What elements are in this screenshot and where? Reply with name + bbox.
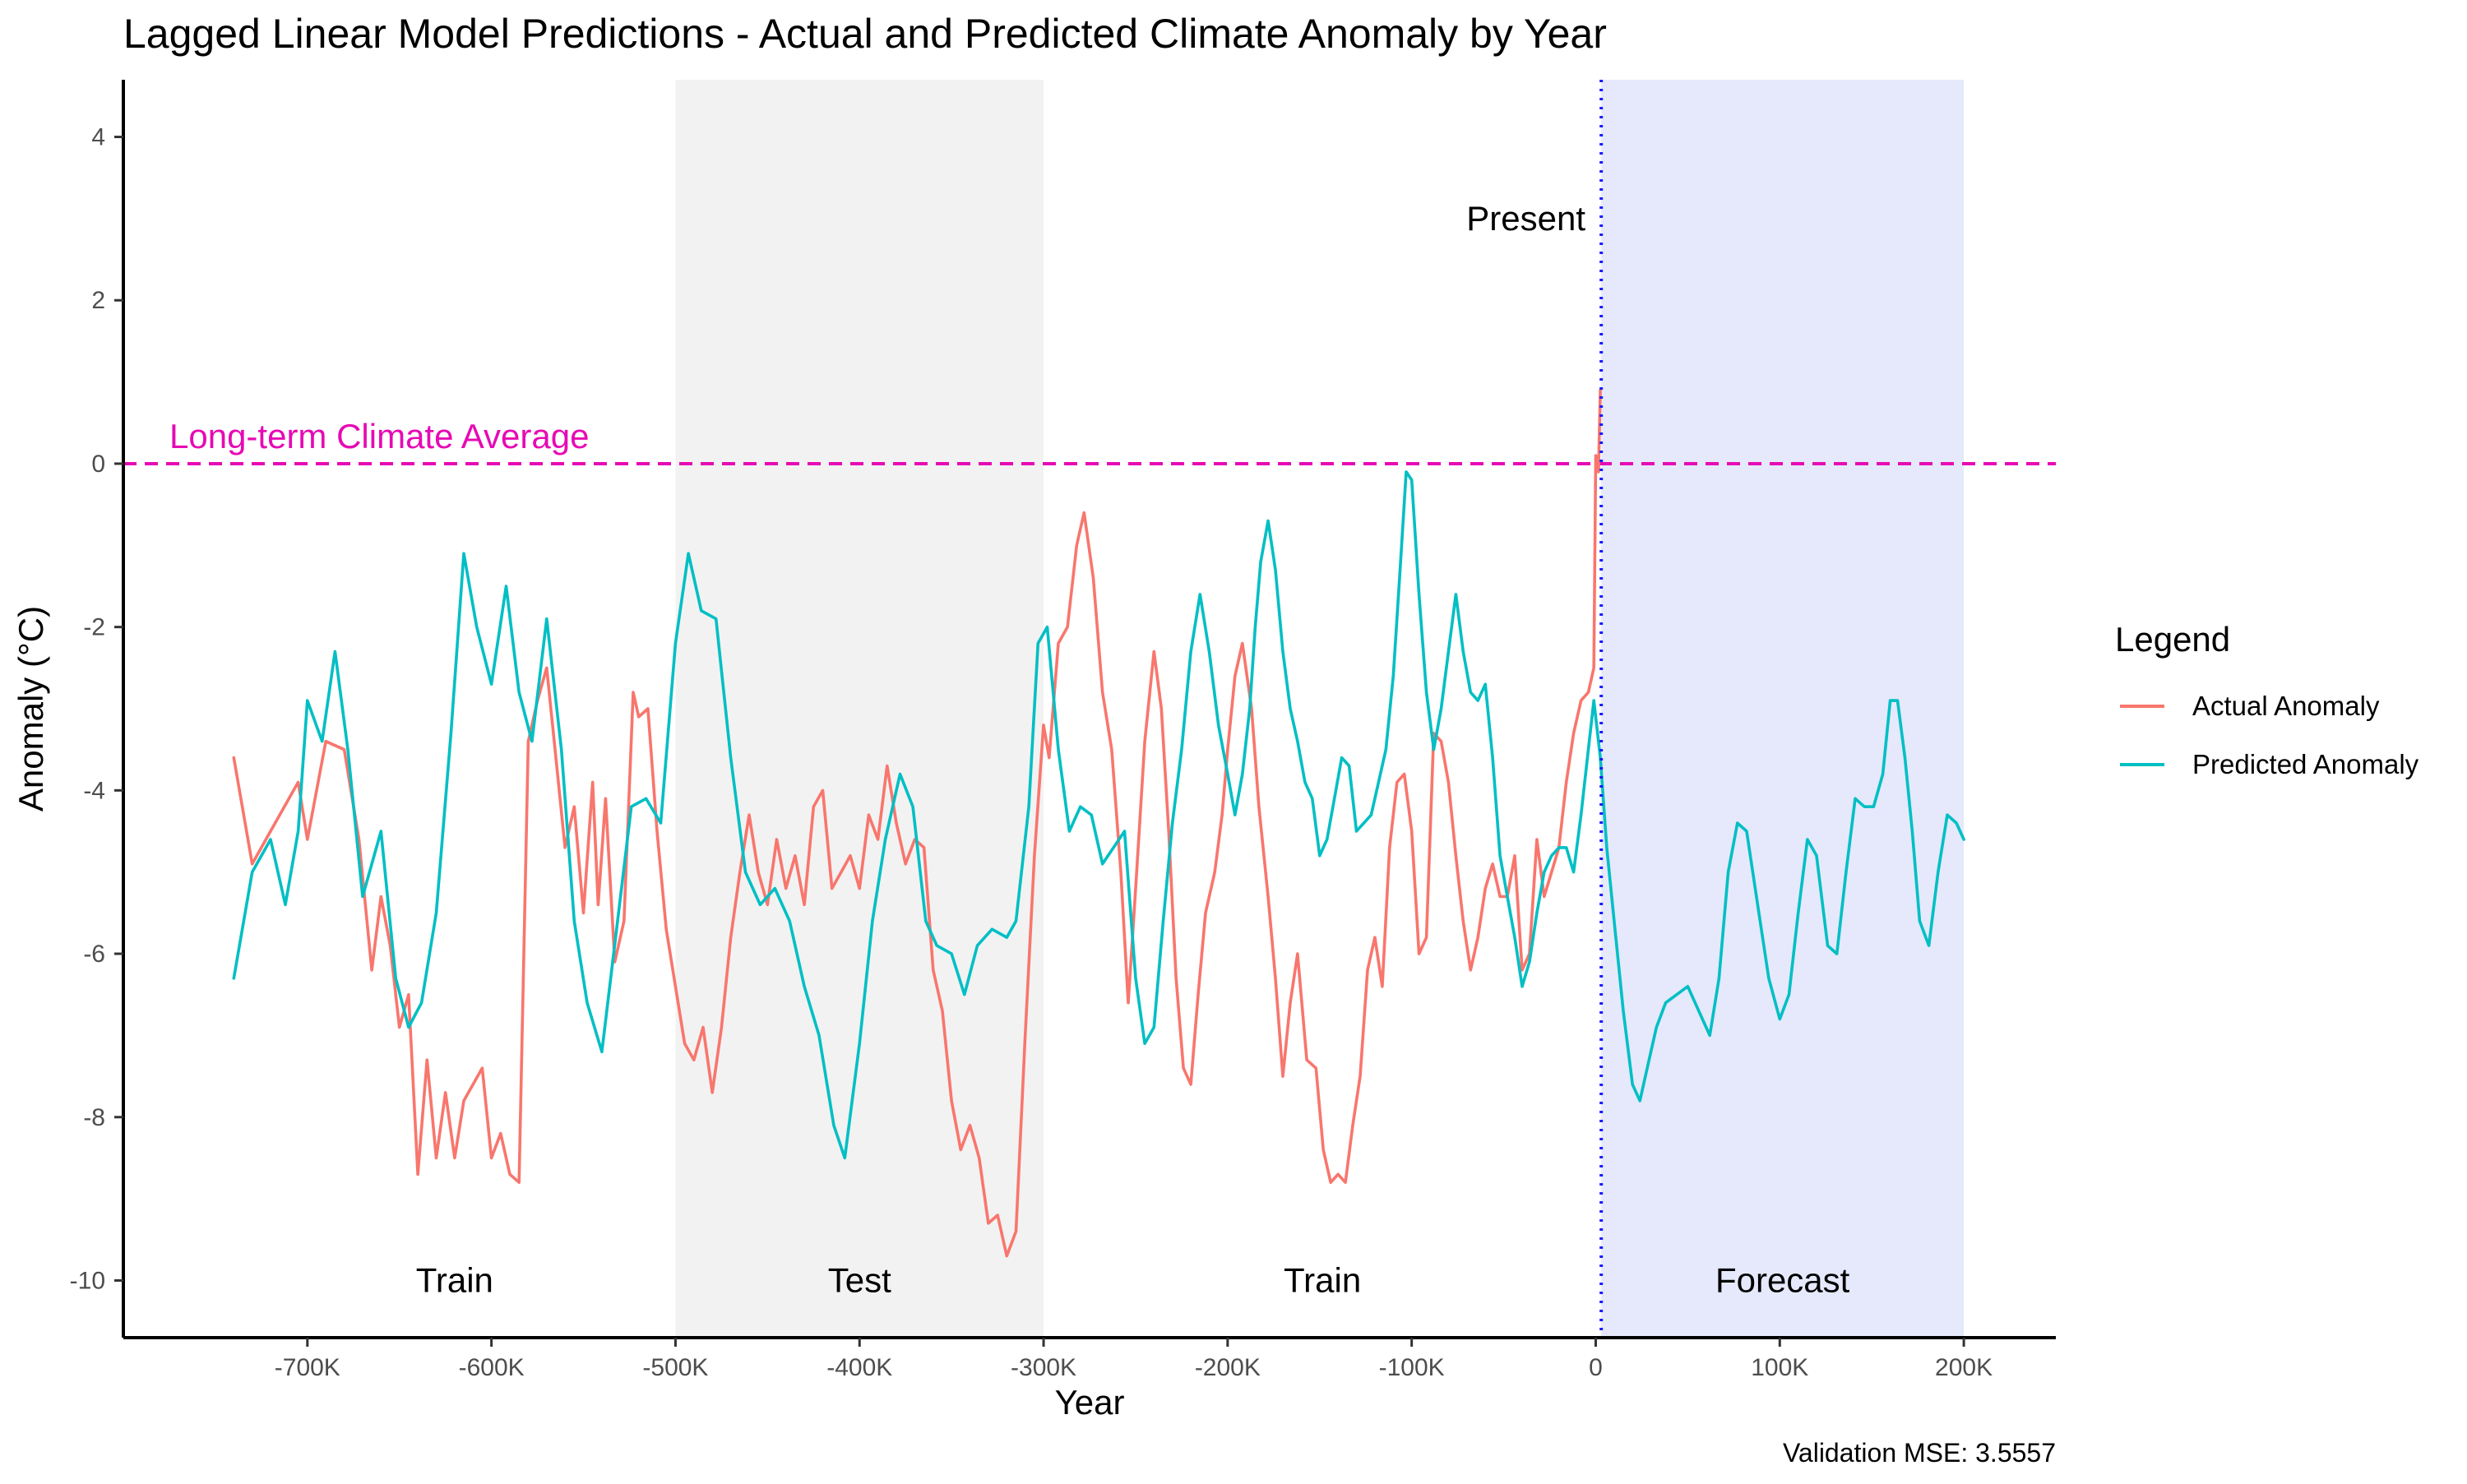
x-tick-label: -200K	[1195, 1354, 1261, 1381]
validation-caption: Validation MSE: 3.5557	[1783, 1438, 2056, 1468]
x-axis-title: Year	[1055, 1383, 1125, 1422]
x-tick-label: 200K	[1935, 1354, 1993, 1381]
region-background-test-1	[675, 80, 1044, 1338]
y-tick-label: 0	[91, 451, 105, 478]
legend-label-predicted: Predicted Anomaly	[2192, 749, 2419, 779]
region-background-forecast-3	[1601, 80, 1965, 1338]
region-label-forecast-3: Forecast	[1715, 1260, 1850, 1299]
region-label-train-2: Train	[1284, 1260, 1361, 1299]
series-lines	[232, 80, 1965, 1338]
region-backgrounds	[123, 80, 1965, 1338]
x-tick-label: -600K	[459, 1354, 525, 1381]
axes	[122, 80, 2056, 1339]
x-tick-label: -400K	[826, 1354, 892, 1381]
y-axis-title: Anomaly (°C)	[12, 606, 50, 811]
legend: Legend Actual Anomaly Predicted Anomaly	[2115, 620, 2419, 779]
x-tick-label: 100K	[1751, 1354, 1808, 1381]
y-tick-label: 2	[91, 287, 105, 314]
legend-title: Legend	[2115, 620, 2230, 659]
axis-ticks: -700K -600K -500K -400K -300K -200K -100K 0 100K…	[70, 124, 1993, 1381]
series-line-actual-anomaly	[232, 388, 1602, 1258]
region-background-train-0	[123, 80, 676, 1338]
present-label: Present	[1466, 199, 1585, 238]
x-tick-label: -100K	[1379, 1354, 1445, 1381]
y-tick-label: -4	[83, 777, 105, 804]
chart-title: Lagged Linear Model Predictions - Actual…	[123, 11, 1607, 57]
x-tick-label: -500K	[642, 1354, 708, 1381]
x-tick-label: -700K	[275, 1354, 340, 1381]
region-label-train-0: Train	[416, 1260, 493, 1299]
y-tick-label: 4	[91, 124, 105, 151]
region-labels: Train Test Train Forecast	[416, 1260, 1850, 1299]
y-tick-label: -2	[83, 614, 105, 641]
series-line-predicted-anomaly	[232, 470, 1965, 1160]
reference-line-label: Long-term Climate Average	[169, 417, 589, 455]
y-tick-label: -8	[83, 1104, 105, 1131]
x-tick-label: -300K	[1011, 1354, 1076, 1381]
y-tick-label: -10	[70, 1267, 105, 1294]
y-tick-label: -6	[83, 941, 105, 968]
region-label-test-1: Test	[828, 1260, 891, 1299]
x-tick-label: 0	[1589, 1354, 1603, 1381]
legend-label-actual: Actual Anomaly	[2192, 691, 2380, 721]
